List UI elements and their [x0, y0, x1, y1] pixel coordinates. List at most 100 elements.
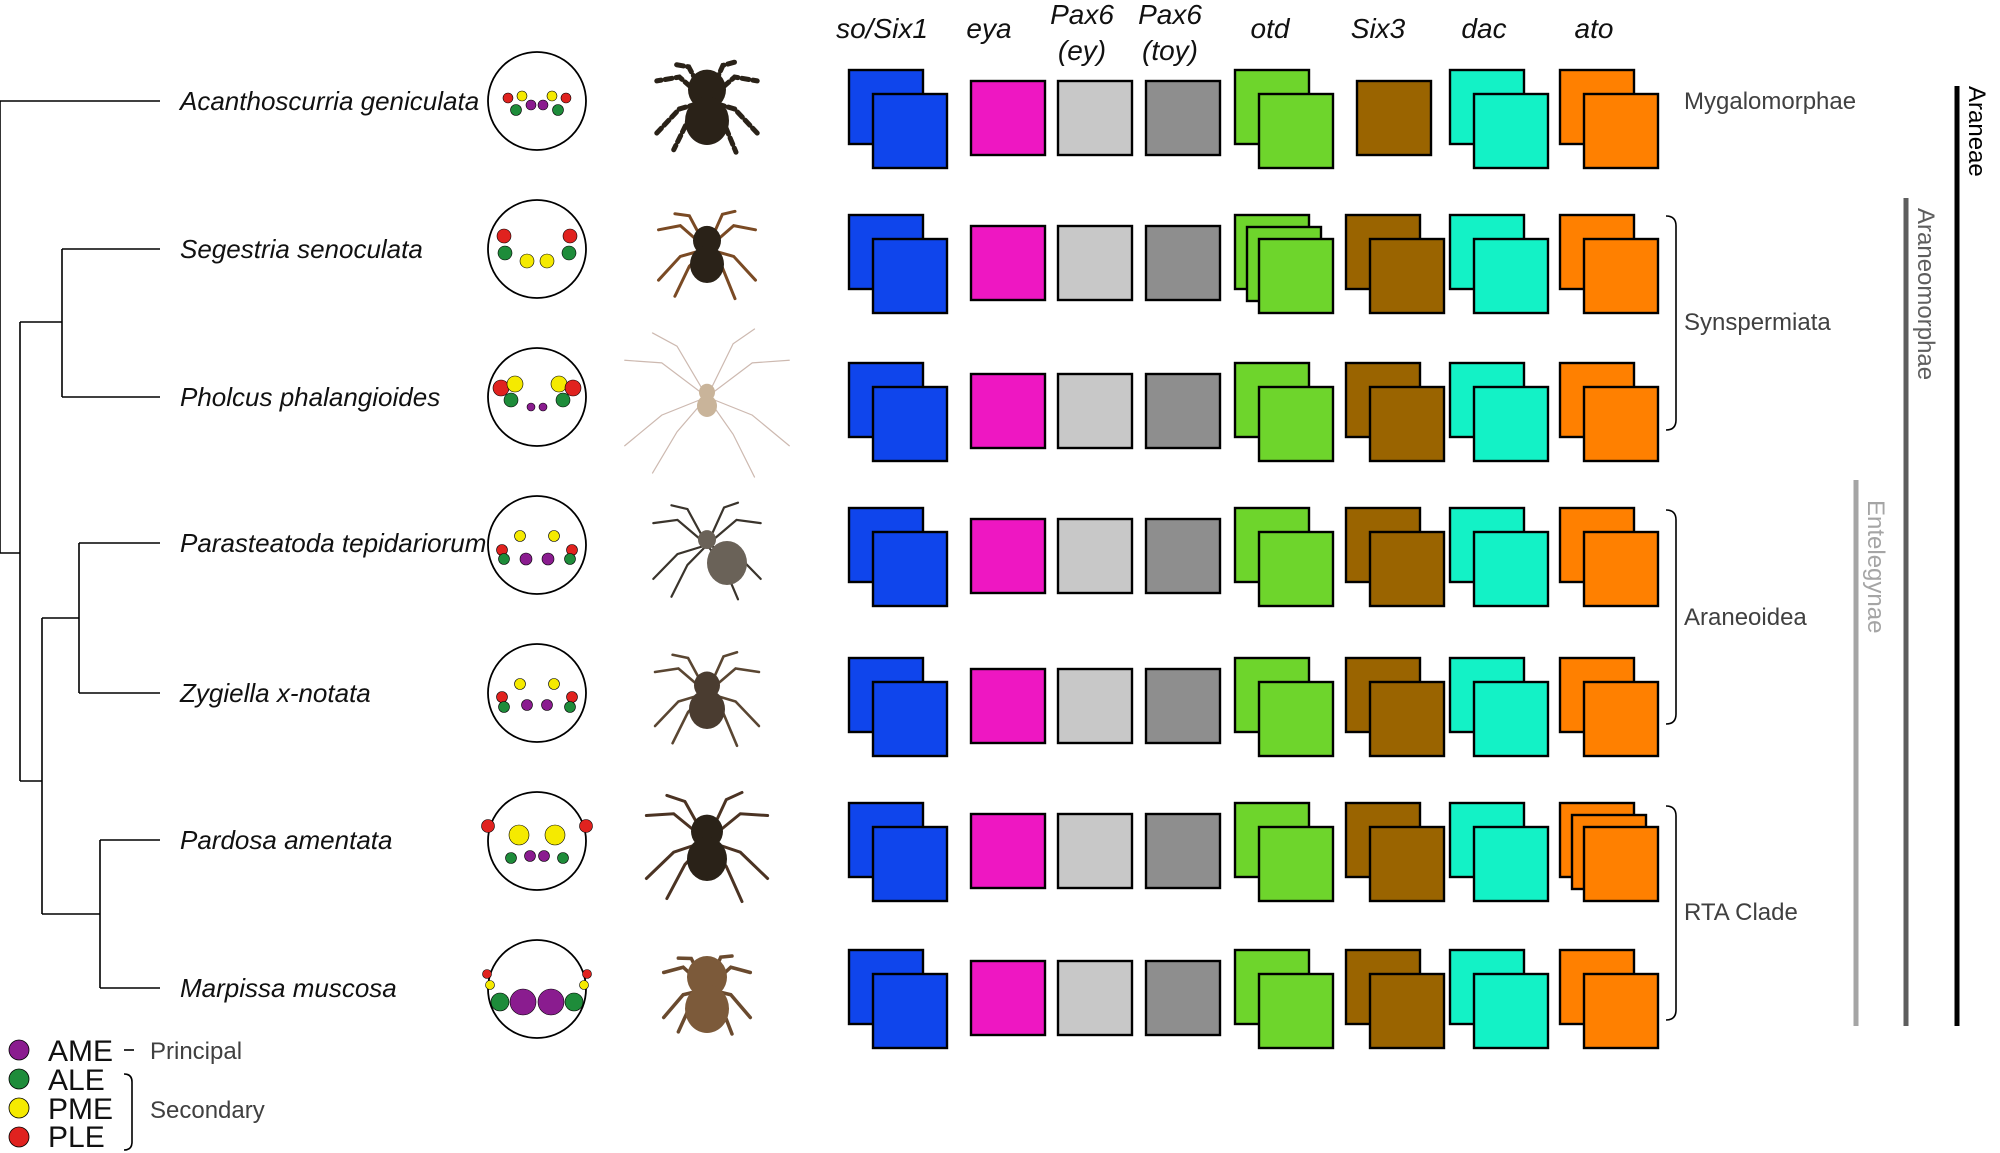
ale-eye-dot — [557, 852, 569, 864]
ple-eye-dot — [564, 379, 582, 397]
gene-copy-square — [1368, 530, 1446, 608]
spider-abdomen — [689, 689, 725, 729]
eye-legend: AME Principal ALE PME PLE Secondary — [8, 1035, 265, 1153]
clade-label-synspermiata: Synspermiata — [1684, 309, 1831, 336]
pme-eye-dot — [485, 980, 495, 990]
head-outline — [487, 347, 587, 447]
legend-principal-label: Principal — [150, 1038, 242, 1065]
ple-eye-dot — [482, 969, 492, 979]
spider-leg — [706, 396, 790, 447]
head-outline — [487, 791, 587, 891]
ple-eye-dot — [496, 228, 512, 244]
ale-eye-dot — [552, 104, 564, 116]
ame-eye-dot — [525, 99, 537, 111]
gene-copy-square — [1368, 680, 1446, 758]
head-outline — [487, 495, 587, 595]
pme-eye-dot — [550, 375, 568, 393]
spider-abdomen — [685, 984, 729, 1033]
ale-eye-dot — [564, 553, 576, 565]
gene-copy-square — [1582, 385, 1660, 463]
species-label-segestria: Segestria senoculata — [180, 234, 423, 264]
ame-eye-dot — [541, 699, 553, 711]
phylogenetic-tree — [0, 100, 160, 989]
gene-copy-square — [969, 959, 1047, 1037]
clade-label-mygalomorphae: Mygalomorphae — [1684, 88, 1856, 115]
gene-header-so-six1: so/Six1 — [836, 13, 928, 44]
pme-eye-dot — [548, 530, 560, 542]
gene-headers: so/Six1 eya Pax6 (ey) Pax6 (toy) otd Six… — [836, 0, 1613, 66]
spider-photo-3 — [624, 328, 790, 478]
clade-bracket-synspermiata — [1665, 215, 1677, 431]
gene-copy-square — [1056, 959, 1134, 1037]
clade-label-araneomorphae: Araneomorphae — [1912, 208, 1939, 380]
gene-header-pax6-ey: Pax6 — [1050, 0, 1114, 30]
spider-leg — [651, 396, 708, 474]
ple-eye-dot — [566, 691, 578, 703]
gene-copy-square — [1368, 237, 1446, 315]
ale-eye-dot — [497, 245, 513, 261]
clade-annotations: Mygalomorphae Synspermiata Araneoidea RT… — [1665, 86, 1990, 1026]
ale-eye-dot — [555, 392, 571, 408]
spider-photos — [624, 59, 790, 1036]
gene-copy-square — [1472, 680, 1550, 758]
pme-eye-dot — [539, 253, 555, 269]
legend-pme-label: PME — [48, 1093, 113, 1126]
ale-eye-dot — [490, 992, 510, 1012]
spider-abdomen — [690, 245, 724, 283]
gene-copy-square — [1582, 237, 1660, 315]
gene-copy-square — [871, 237, 949, 315]
legend-ple-label: PLE — [48, 1121, 105, 1153]
gene-copy-square — [1582, 825, 1660, 903]
ame-eye-dot — [537, 99, 549, 111]
gene-copy-square — [969, 517, 1047, 595]
legend-bracket-secondary — [123, 1073, 133, 1151]
gene-copy-square — [1144, 224, 1222, 302]
spider-abdomen — [697, 395, 717, 417]
gene-copy-square — [871, 385, 949, 463]
spider-photo-5 — [653, 650, 761, 748]
spider-leg — [706, 359, 790, 398]
gene-copy-square — [1472, 92, 1550, 170]
gene-copy-square — [1257, 680, 1335, 758]
gene-header-ato: ato — [1575, 13, 1614, 44]
spider-photo-6 — [644, 790, 770, 904]
ame-eye-dot — [509, 988, 537, 1016]
species-label-marpissa: Marpissa muscosa — [180, 973, 397, 1003]
gene-copy-square — [1144, 667, 1222, 745]
ple-eye-dot — [562, 228, 578, 244]
gene-copy-square — [1472, 972, 1550, 1050]
pme-eye-dot — [516, 90, 528, 102]
head-outline — [487, 939, 587, 1039]
species-label-pholcus: Pholcus phalangioides — [180, 382, 440, 412]
species-labels: Acanthoscurria geniculata Segestria seno… — [178, 86, 486, 1003]
gene-header-pax6-toy: Pax6 — [1138, 0, 1202, 30]
gene-copy-square — [1056, 667, 1134, 745]
gene-copy-square — [1355, 79, 1433, 157]
spider-leg — [705, 518, 762, 547]
gene-copy-square — [1144, 517, 1222, 595]
spider-leg — [670, 543, 709, 598]
pme-eye-dot — [548, 678, 560, 690]
spider-photo-7 — [661, 954, 753, 1036]
ame-eye-dot — [521, 699, 533, 711]
ale-eye-dot — [498, 553, 510, 565]
gene-copy-square — [871, 92, 949, 170]
gene-copy-square — [1056, 812, 1134, 890]
gene-copy-square — [1056, 517, 1134, 595]
ale-legend-dot — [8, 1068, 30, 1090]
gene-copy-square — [1056, 372, 1134, 450]
pme-eye-dot — [506, 375, 524, 393]
ple-eye-dot — [582, 969, 592, 979]
species-label-zygiella: Zygiella x-notata — [179, 678, 371, 708]
eye-arrangement-diagrams — [481, 51, 593, 1039]
gene-copy-square — [871, 530, 949, 608]
ame-eye-dot — [524, 850, 536, 862]
gene-copy-square — [969, 224, 1047, 302]
gene-copy-square — [1582, 530, 1660, 608]
gene-header-pax6-ey-sub: (ey) — [1058, 35, 1106, 66]
legend-ale-label: ALE — [48, 1064, 105, 1097]
legend-ame-label: AME — [48, 1035, 113, 1068]
gene-copy-square — [969, 667, 1047, 745]
clade-label-entelegynae: Entelegynae — [1862, 500, 1889, 633]
gene-copy-square — [1257, 237, 1335, 315]
